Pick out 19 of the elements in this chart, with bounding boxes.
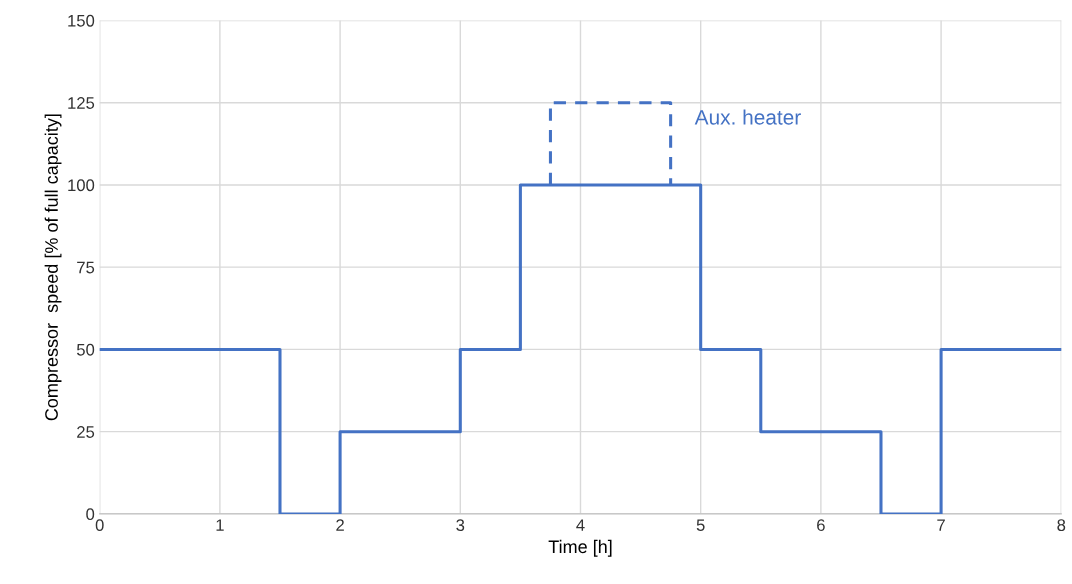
x-axis-title: Time [h] [548, 539, 612, 557]
y-tick-label: 125 [68, 97, 95, 109]
x-tick-label: 6 [817, 519, 825, 532]
y-tick-label: 75 [77, 261, 95, 274]
y-tick-label: 100 [68, 179, 95, 192]
x-tick-label: 1 [216, 519, 224, 531]
x-tick-label: 7 [937, 519, 945, 531]
y-tick-label: 25 [77, 426, 95, 438]
series-label: Aux. heater [694, 109, 801, 125]
x-tick-label: 5 [696, 519, 705, 532]
y-tick-label: 150 [68, 14, 95, 27]
x-tick-label: 2 [336, 519, 344, 531]
x-tick-label: 0 [95, 519, 104, 532]
x-tick-label: 4 [576, 519, 585, 531]
x-tick-label: 3 [456, 519, 465, 532]
x-tick-label: 8 [1057, 519, 1066, 532]
y-tick-label: 50 [76, 343, 95, 356]
y-axis-title: Compressor speed [% of full capacity] [44, 114, 62, 421]
y-tick-label: 0 [86, 508, 95, 521]
